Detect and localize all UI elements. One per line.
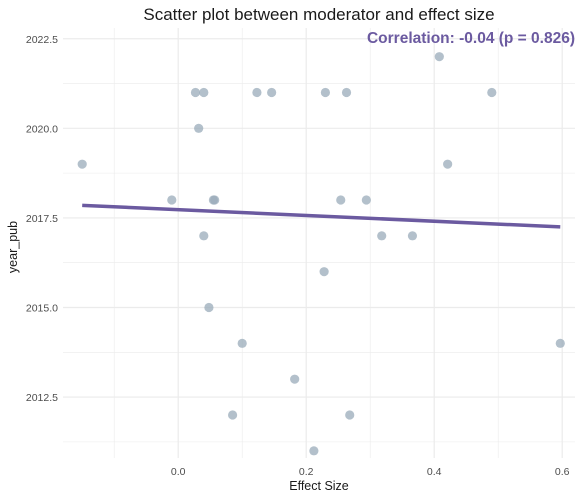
x-tick-label: 0.2 [299, 466, 314, 478]
grid-layer [63, 28, 575, 458]
data-point [361, 195, 371, 205]
y-tick-label: 2020.0 [26, 123, 58, 135]
data-point [320, 87, 330, 98]
data-point [190, 87, 201, 98]
y-tick-label: 2015.0 [26, 303, 58, 315]
points-layer [77, 52, 565, 456]
data-point [443, 159, 453, 169]
data-point [199, 231, 209, 241]
data-point [290, 374, 300, 384]
data-point [167, 195, 177, 205]
trend-line [82, 203, 561, 229]
x-tick-label: 0.0 [171, 466, 186, 478]
y-tick-labels: 2012.5 2015.0 2017.5 2020.0 2022.5 [26, 34, 58, 404]
y-axis-label: year_pub [6, 221, 20, 273]
data-point [194, 123, 204, 133]
data-point [319, 267, 329, 277]
data-point [377, 231, 387, 241]
data-point [204, 302, 214, 313]
trend-layer [82, 203, 561, 229]
x-tick-label: 0.6 [555, 466, 570, 478]
data-point [336, 195, 346, 205]
x-tick-label: 0.4 [427, 466, 442, 478]
data-point [228, 410, 238, 420]
data-point [309, 446, 319, 456]
correlation-annotation: Correlation: -0.04 (p = 0.826) [367, 30, 575, 47]
data-point [199, 87, 209, 98]
x-axis-label: Effect Size [289, 479, 349, 493]
y-tick-label: 2022.5 [26, 34, 58, 46]
data-point [237, 338, 247, 348]
data-point [267, 87, 277, 98]
y-tick-label: 2012.5 [26, 392, 58, 404]
chart-title: Scatter plot between moderator and effec… [143, 5, 494, 24]
y-tick-label: 2017.5 [26, 213, 58, 225]
data-point [555, 338, 565, 348]
data-point [434, 52, 444, 62]
data-point [252, 87, 262, 98]
data-point [341, 87, 352, 98]
data-point [210, 195, 220, 205]
data-point [407, 231, 418, 241]
x-tick-labels: 0.0 0.2 0.4 0.6 [171, 466, 570, 478]
data-point [345, 410, 355, 420]
data-point [487, 87, 497, 98]
data-point [77, 159, 87, 169]
